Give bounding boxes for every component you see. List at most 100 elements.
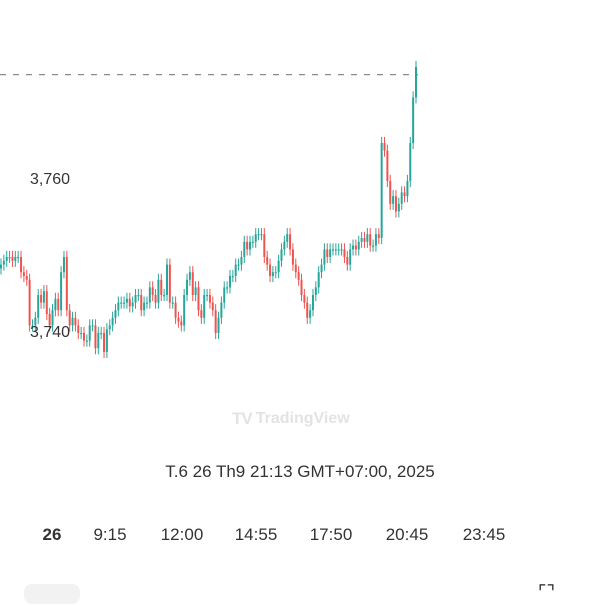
- candle-body: [48, 314, 51, 326]
- candle-body: [74, 317, 77, 326]
- x-tick-label: 17:50: [309, 525, 353, 544]
- candle-body: [197, 287, 200, 311]
- candle-body: [346, 257, 349, 265]
- candle-body: [297, 272, 300, 280]
- candle-body: [131, 302, 134, 307]
- candle-body: [309, 310, 312, 318]
- candle-body: [286, 234, 289, 242]
- candle-body: [243, 241, 246, 257]
- candle-body: [180, 321, 183, 326]
- candle-body: [123, 302, 126, 304]
- candle-body: [62, 257, 65, 273]
- candle-body: [28, 279, 31, 326]
- candle-body: [11, 257, 14, 261]
- candle-body: [42, 291, 45, 303]
- candle-body: [166, 264, 168, 295]
- candle-body: [54, 298, 57, 311]
- candle-body: [394, 196, 397, 212]
- candle-body: [14, 257, 17, 261]
- candle-body: [88, 325, 91, 341]
- candle-body: [266, 257, 269, 265]
- candle-body: [291, 249, 294, 265]
- candle-body: [380, 143, 383, 238]
- candle-body: [171, 302, 174, 304]
- candle-body: [231, 276, 234, 278]
- tradingview-watermark: TV TradingView: [232, 409, 350, 429]
- candle-body: [263, 234, 266, 257]
- candle-body: [22, 272, 25, 276]
- candle-body: [332, 249, 334, 251]
- candle-body: [374, 234, 377, 246]
- candle-body: [148, 287, 151, 303]
- candle-body: [120, 302, 123, 304]
- candle-body: [354, 245, 357, 250]
- candle-body: [226, 287, 229, 289]
- candle-body: [306, 302, 309, 318]
- candle-body: [357, 241, 360, 250]
- candle-body: [71, 317, 74, 326]
- toolbar-button[interactable]: [24, 584, 80, 604]
- crosshair-timestamp: T.6 26 Th9 21:13 GMT+07:00, 2025: [165, 462, 435, 481]
- candle-body: [57, 298, 60, 311]
- candle-body: [289, 234, 292, 250]
- y-tick-label: 3,760: [30, 171, 71, 188]
- x-tick-label: 20:45: [385, 525, 429, 544]
- candle-body: [254, 234, 257, 242]
- candle-body: [37, 295, 40, 318]
- candle-body: [34, 317, 37, 326]
- candle-body: [154, 295, 157, 303]
- candle-body: [194, 287, 197, 295]
- candle-body: [183, 295, 186, 326]
- candle-body: [140, 295, 143, 311]
- candle-body: [103, 333, 106, 352]
- candle-body: [280, 249, 283, 261]
- candle-body: [114, 310, 117, 318]
- bottom-toolbar: ⌜⌝: [0, 580, 600, 604]
- candle-body: [65, 257, 68, 311]
- candle-body: [40, 295, 43, 303]
- candle-body: [51, 310, 54, 326]
- watermark-text: TradingView: [255, 410, 350, 427]
- candle-body: [203, 295, 206, 318]
- candle-body: [415, 67, 417, 98]
- bracket-icon[interactable]: ⌜⌝: [538, 582, 555, 603]
- candle-body: [125, 298, 128, 303]
- candle-body: [340, 249, 343, 251]
- candle-body: [174, 302, 177, 318]
- candle-body: [317, 272, 320, 288]
- x-tick-label: 14:55: [234, 525, 278, 544]
- candle-body: [157, 279, 160, 303]
- candle-body: [323, 249, 326, 265]
- candle-body: [329, 249, 332, 257]
- candle-body: [220, 302, 223, 318]
- candle-body: [134, 295, 137, 303]
- candle-body: [377, 234, 380, 238]
- candle-body: [389, 181, 392, 204]
- candle-body: [320, 264, 323, 273]
- candle-body: [168, 264, 171, 303]
- candle-body: [372, 245, 375, 247]
- candle-body: [400, 192, 403, 204]
- candle-body: [17, 257, 20, 259]
- candle-body: [108, 325, 111, 330]
- y-tick-label: 3,740: [30, 324, 71, 341]
- candle-body: [311, 295, 314, 311]
- candle-body: [223, 287, 226, 303]
- candle-body: [352, 245, 355, 250]
- candle-body: [300, 279, 303, 295]
- candle-body: [343, 249, 346, 257]
- candle-body: [251, 241, 254, 243]
- candle-body: [277, 260, 280, 273]
- candle-body: [186, 279, 189, 295]
- candle-body: [31, 325, 34, 327]
- candle-body: [206, 295, 209, 297]
- x-tick-label: 23:45: [462, 525, 506, 544]
- candle-body: [412, 97, 415, 143]
- candle-body: [68, 310, 71, 326]
- candle-body: [100, 333, 103, 335]
- candle-body: [257, 234, 260, 236]
- candle-body: [117, 302, 120, 311]
- candle-body: [5, 257, 8, 261]
